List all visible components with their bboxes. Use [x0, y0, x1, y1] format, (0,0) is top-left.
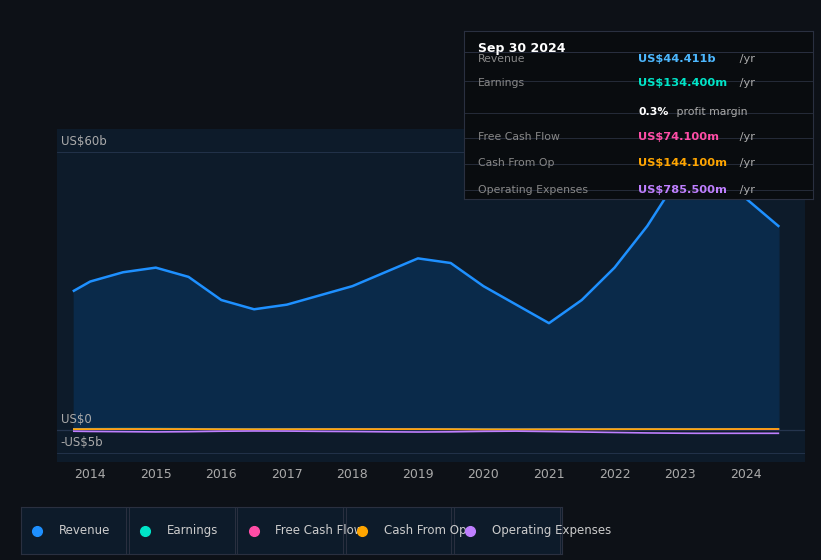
- Text: /yr: /yr: [736, 78, 755, 88]
- Text: /yr: /yr: [736, 158, 755, 169]
- Text: US$0: US$0: [61, 413, 91, 426]
- Text: Cash From Op: Cash From Op: [383, 524, 466, 537]
- Text: Operating Expenses: Operating Expenses: [478, 185, 588, 194]
- Text: profit margin: profit margin: [673, 108, 748, 117]
- Text: US$60b: US$60b: [61, 135, 107, 148]
- Text: Revenue: Revenue: [478, 54, 525, 64]
- Text: Free Cash Flow: Free Cash Flow: [275, 524, 364, 537]
- Text: US$785.500m: US$785.500m: [639, 185, 727, 194]
- Text: Sep 30 2024: Sep 30 2024: [478, 41, 566, 55]
- Text: 0.3%: 0.3%: [639, 108, 668, 117]
- Text: Revenue: Revenue: [58, 524, 110, 537]
- Text: Earnings: Earnings: [167, 524, 218, 537]
- Text: Operating Expenses: Operating Expenses: [492, 524, 611, 537]
- Text: Free Cash Flow: Free Cash Flow: [478, 133, 560, 142]
- Text: /yr: /yr: [736, 54, 755, 64]
- Text: /yr: /yr: [736, 185, 755, 194]
- Text: -US$5b: -US$5b: [61, 436, 103, 449]
- Text: US$144.100m: US$144.100m: [639, 158, 727, 169]
- Text: Cash From Op: Cash From Op: [478, 158, 554, 169]
- Text: US$74.100m: US$74.100m: [639, 133, 719, 142]
- Text: /yr: /yr: [736, 133, 755, 142]
- Text: US$44.411b: US$44.411b: [639, 54, 716, 64]
- Text: Earnings: Earnings: [478, 78, 525, 88]
- Text: US$134.400m: US$134.400m: [639, 78, 727, 88]
